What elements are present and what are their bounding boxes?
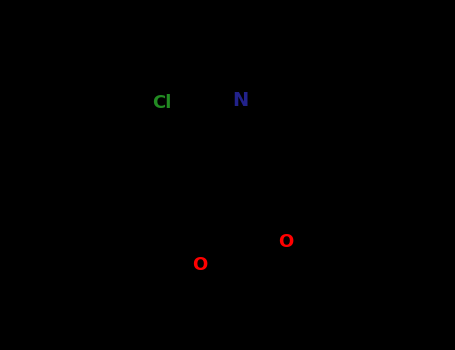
Text: N: N [232, 91, 248, 110]
Text: O: O [192, 256, 208, 274]
Text: O: O [278, 233, 293, 251]
Text: Cl: Cl [152, 94, 172, 112]
